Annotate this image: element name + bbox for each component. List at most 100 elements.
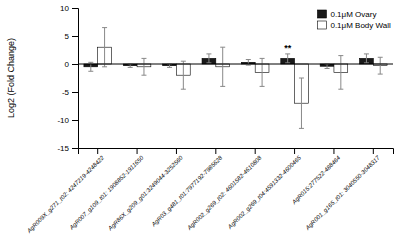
legend-label: 0.1μM Ovary xyxy=(330,10,376,19)
y-axis-title: Log2 (Fold Change) xyxy=(6,38,16,118)
error-line xyxy=(143,58,144,75)
error-bar xyxy=(128,64,133,67)
x-tick: AgR86X_g209_g01:3249044-3252560 xyxy=(106,148,184,232)
error-bar xyxy=(141,58,146,75)
error-cap xyxy=(102,66,107,67)
error-line xyxy=(366,54,367,63)
error-bar xyxy=(167,64,172,67)
x-tick-label: AgR009X_g271_t02: 4247219-4248422 xyxy=(25,154,105,234)
error-cap xyxy=(220,86,225,87)
y-tick: -5 xyxy=(62,88,78,97)
error-cap xyxy=(141,58,146,59)
y-tick-mark xyxy=(72,92,78,93)
error-line xyxy=(262,58,263,86)
x-axis: AgR009X_g271_t02: 4247219-4248422AgR007_… xyxy=(25,148,393,235)
error-line xyxy=(183,61,184,89)
error-cap xyxy=(181,61,186,62)
x-tick-label: AgR002_g269_t04:4591332-4600465 xyxy=(226,154,302,230)
error-cap xyxy=(364,53,369,54)
error-cap xyxy=(299,78,304,79)
annotation: ** xyxy=(284,43,292,53)
y-tick: -15 xyxy=(57,144,78,153)
y-tick-label: 10 xyxy=(60,4,69,13)
error-line xyxy=(208,54,209,63)
error-line xyxy=(340,56,341,90)
error-bar xyxy=(102,28,107,67)
y-tick-label: 5 xyxy=(65,32,70,41)
y-tick-label: -10 xyxy=(57,116,69,125)
x-tick-mark xyxy=(137,148,138,154)
error-cap xyxy=(102,27,107,28)
error-cap xyxy=(206,62,211,63)
legend-swatch xyxy=(317,10,326,18)
y-tick-label: -5 xyxy=(62,88,70,97)
error-line xyxy=(301,78,302,128)
plot: -15 -10 -5 0 5 10 AgR009X_g271_t02: 4247219-42… xyxy=(25,4,393,235)
error-cap xyxy=(260,86,265,87)
y-tick-label: -15 xyxy=(57,144,69,153)
legend: 0.1μM Ovary 0.1μM Body Wall xyxy=(317,10,391,30)
error-cap xyxy=(325,68,330,69)
error-cap xyxy=(299,128,304,129)
error-line xyxy=(380,57,381,74)
y-axis-line xyxy=(72,9,79,149)
legend-item: 0.1μM Ovary xyxy=(317,10,376,19)
error-bar xyxy=(299,78,304,128)
x-tick-mark xyxy=(294,148,295,154)
error-cap xyxy=(285,62,290,63)
x-tick-mark xyxy=(333,148,334,154)
series xyxy=(84,54,373,71)
error-bar xyxy=(338,56,343,90)
legend-label: 0.1μM Body Wall xyxy=(330,21,391,30)
error-cap xyxy=(128,67,133,68)
x-tick-label: AgR86X_g209_g01:3249044-3252560 xyxy=(106,154,184,232)
y-tick: -10 xyxy=(57,116,78,125)
error-cap xyxy=(246,65,251,66)
x-tick-mark xyxy=(97,148,98,154)
y-tick-mark xyxy=(72,148,78,149)
error-bar xyxy=(260,58,265,86)
y-tick-mark xyxy=(72,8,78,9)
error-line xyxy=(222,47,223,86)
error-bar xyxy=(325,64,330,68)
x-tick: AgR002_g269_t04:4591332-4600465 xyxy=(226,148,302,231)
error-cap xyxy=(246,59,251,60)
x-tick-mark xyxy=(215,148,216,154)
x-tick-label: AgR002_g269_t02: 4601582-4610808 xyxy=(186,154,264,232)
y-tick: 5 xyxy=(65,32,78,41)
error-cap xyxy=(364,62,369,63)
error-line xyxy=(130,64,131,67)
y-tick-mark xyxy=(72,120,78,121)
error-cap xyxy=(378,57,383,58)
error-cap xyxy=(88,71,93,72)
x-tick: AgR001_g165_t01: 3040550-3048317 xyxy=(304,148,382,232)
y-axis: -15 -10 -5 0 5 10 xyxy=(57,4,78,153)
error-cap xyxy=(260,58,265,59)
error-cap xyxy=(338,55,343,56)
error-cap xyxy=(378,74,383,75)
error-bar xyxy=(220,47,225,86)
series xyxy=(98,28,387,129)
x-axis-line xyxy=(79,149,394,155)
marks xyxy=(84,28,387,129)
legend-swatch xyxy=(317,21,326,29)
error-line xyxy=(169,64,170,67)
y-tick: 10 xyxy=(60,4,78,13)
error-bar xyxy=(378,57,383,74)
x-tick-mark xyxy=(176,148,177,154)
error-bar xyxy=(364,54,369,63)
chart: -15 -10 -5 0 5 10 AgR009X_g271_t02: 4247219-42… xyxy=(0,0,401,236)
x-tick: AgR03_g481_t01:7977192-7985628 xyxy=(150,148,224,228)
x-tick-label: AgR03_g481_t01:7977192-7985628 xyxy=(150,154,224,228)
error-cap xyxy=(220,47,225,48)
error-cap xyxy=(181,89,186,90)
x-tick-label: AgR007_g109_t01: 1908852-1911650 xyxy=(68,154,145,231)
error-bar xyxy=(181,61,186,89)
error-line xyxy=(287,54,288,63)
error-cap xyxy=(338,89,343,90)
error-bar xyxy=(285,54,290,63)
error-cap xyxy=(167,67,172,68)
error-cap xyxy=(141,75,146,76)
y-tick-mark xyxy=(72,64,78,65)
y-tick-label: 0 xyxy=(65,60,70,69)
